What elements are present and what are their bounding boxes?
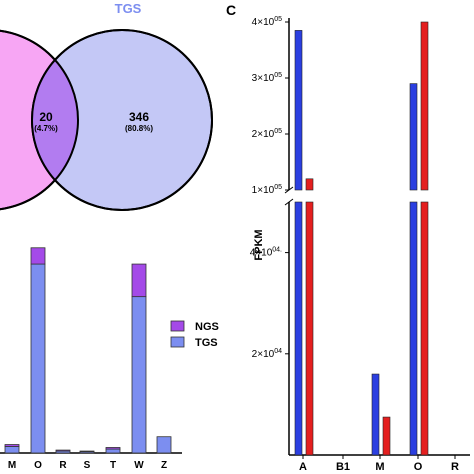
y-axis-label: FPKM — [253, 229, 265, 260]
venn-diagram: TGS 20 (4.7%) 346 (80.8%) — [0, 1, 213, 211]
y-tick-label: 2×1005 — [252, 128, 282, 140]
x-tick-label: R — [59, 460, 67, 471]
y-tick-label: 3×1005 — [252, 72, 282, 84]
bar-red-o-lower — [420, 201, 429, 456]
venn-right-pct: (80.8%) — [125, 124, 153, 133]
legend-label-tgs: TGS — [195, 337, 218, 349]
bar-red-a-lower — [305, 201, 314, 456]
legend-swatch-tgs — [170, 336, 185, 348]
y-tick-label: 4×1005 — [252, 16, 282, 28]
bar-ngs-w — [131, 263, 147, 298]
bar-blue-m — [371, 373, 380, 456]
x-tick-label: T — [110, 460, 116, 471]
stacked-bar-chart: M O R S T W Z NGS TGS — [0, 247, 219, 471]
x-tick-label: B1 — [336, 461, 350, 473]
y-tick-label: 2×1004 — [252, 348, 282, 360]
x-tick-label: A — [299, 461, 307, 473]
panel-c-chart: C FPKM 2×1004 4×1004. 1×1005 2×1005 3×1005 4×… — [226, 2, 470, 473]
bar-ngs-m — [4, 444, 20, 447]
bar-blue-a-upper — [294, 30, 303, 191]
bar-blue-a-lower — [294, 201, 303, 456]
bar-ngs-t — [105, 447, 121, 450]
venn-intersection-count: 20 — [39, 110, 53, 124]
venn-right-count: 346 — [129, 110, 149, 124]
x-tick-label: Z — [161, 460, 167, 471]
x-tick-label: R — [451, 461, 459, 473]
x-tick-label: W — [134, 460, 144, 471]
bar-tgs-z — [156, 436, 172, 454]
bar-tgs-w — [131, 296, 147, 454]
x-tick-label: M — [8, 460, 16, 471]
legend-swatch-ngs — [170, 320, 185, 332]
y-tick-label: 4×1004. — [250, 247, 282, 259]
bar-red-o-upper — [420, 21, 429, 191]
bar-blue-o-upper — [409, 83, 418, 191]
x-tick-label: S — [84, 460, 91, 471]
bar-tgs-o — [30, 263, 46, 454]
panel-c-letter: C — [226, 2, 236, 18]
x-tick-label: M — [375, 461, 384, 473]
x-tick-label: O — [414, 461, 423, 473]
bar-ngs-s — [79, 450, 95, 453]
bar-tgs-t — [105, 448, 121, 454]
bar-tgs-m — [4, 446, 20, 454]
venn-right-label: TGS — [115, 1, 142, 16]
venn-intersection-pct: (4.7%) — [34, 124, 58, 133]
bar-red-m — [382, 416, 391, 456]
axis-break-mark — [284, 198, 294, 206]
x-tick-label: O — [34, 460, 42, 471]
stacked-legend: NGS TGS — [170, 320, 219, 349]
bar-red-a-upper — [305, 178, 314, 191]
legend-label-ngs: NGS — [195, 321, 219, 333]
bar-ngs-o — [30, 247, 46, 265]
y-tick-label: 1×1005 — [252, 184, 282, 196]
bar-ngs-r — [55, 449, 71, 452]
bar-blue-o-lower — [409, 201, 418, 456]
